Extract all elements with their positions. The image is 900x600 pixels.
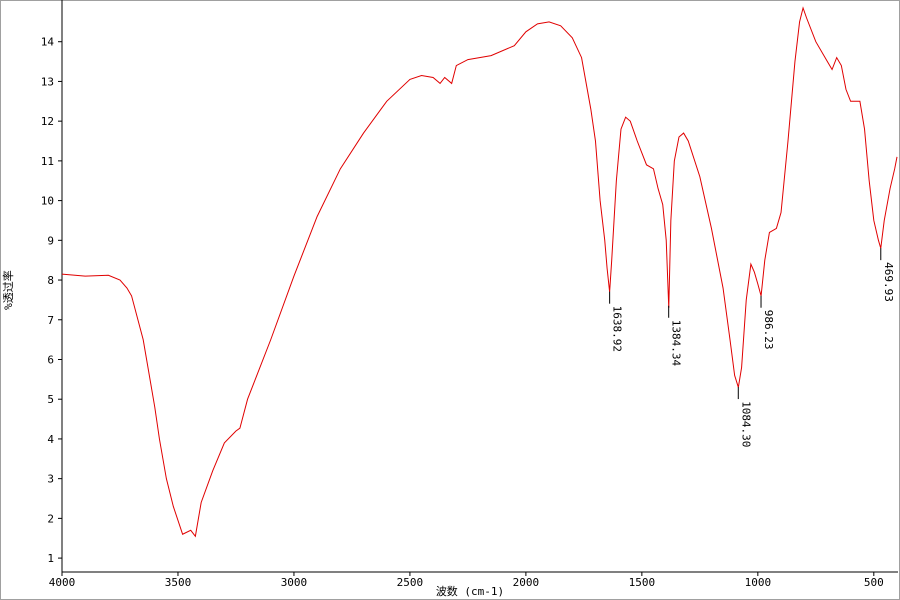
y-tick-label: 14: [41, 36, 55, 49]
peak-label: 1384.34: [670, 320, 683, 367]
y-tick-label: 1: [47, 552, 54, 565]
x-tick-label: 500: [864, 576, 884, 589]
y-tick-label: 7: [47, 314, 54, 327]
spectrum-line: [61, 6, 898, 538]
y-tick-label: 5: [47, 393, 54, 406]
y-tick-label: 3: [47, 473, 54, 486]
y-tick-label: 12: [41, 115, 54, 128]
x-tick-label: 1500: [629, 576, 656, 589]
y-tick-label: 11: [41, 155, 54, 168]
x-tick-label: 3000: [281, 576, 308, 589]
y-tick-label: 8: [47, 274, 54, 287]
y-tick-label: 10: [41, 195, 54, 208]
x-tick-label: 3500: [165, 576, 192, 589]
y-tick-label: 9: [47, 234, 54, 247]
y-axis-label: %透过率: [1, 270, 15, 310]
x-tick-label: 4000: [49, 576, 76, 589]
peak-label: 986.23: [762, 310, 775, 350]
y-tick-label: 2: [47, 512, 54, 525]
peak-label: 1084.30: [739, 401, 752, 447]
y-tick-label: 13: [41, 75, 54, 88]
x-tick-label: 2500: [397, 576, 424, 589]
x-axis-label: 波数 (cm-1): [436, 585, 504, 598]
y-tick-label: 6: [47, 353, 54, 366]
y-tick-label: 4: [47, 433, 54, 446]
x-tick-label: 1000: [745, 576, 772, 589]
peak-label: 1638.92: [611, 306, 624, 352]
peak-label: 469.93: [882, 262, 895, 302]
x-tick-label: 2000: [513, 576, 540, 589]
